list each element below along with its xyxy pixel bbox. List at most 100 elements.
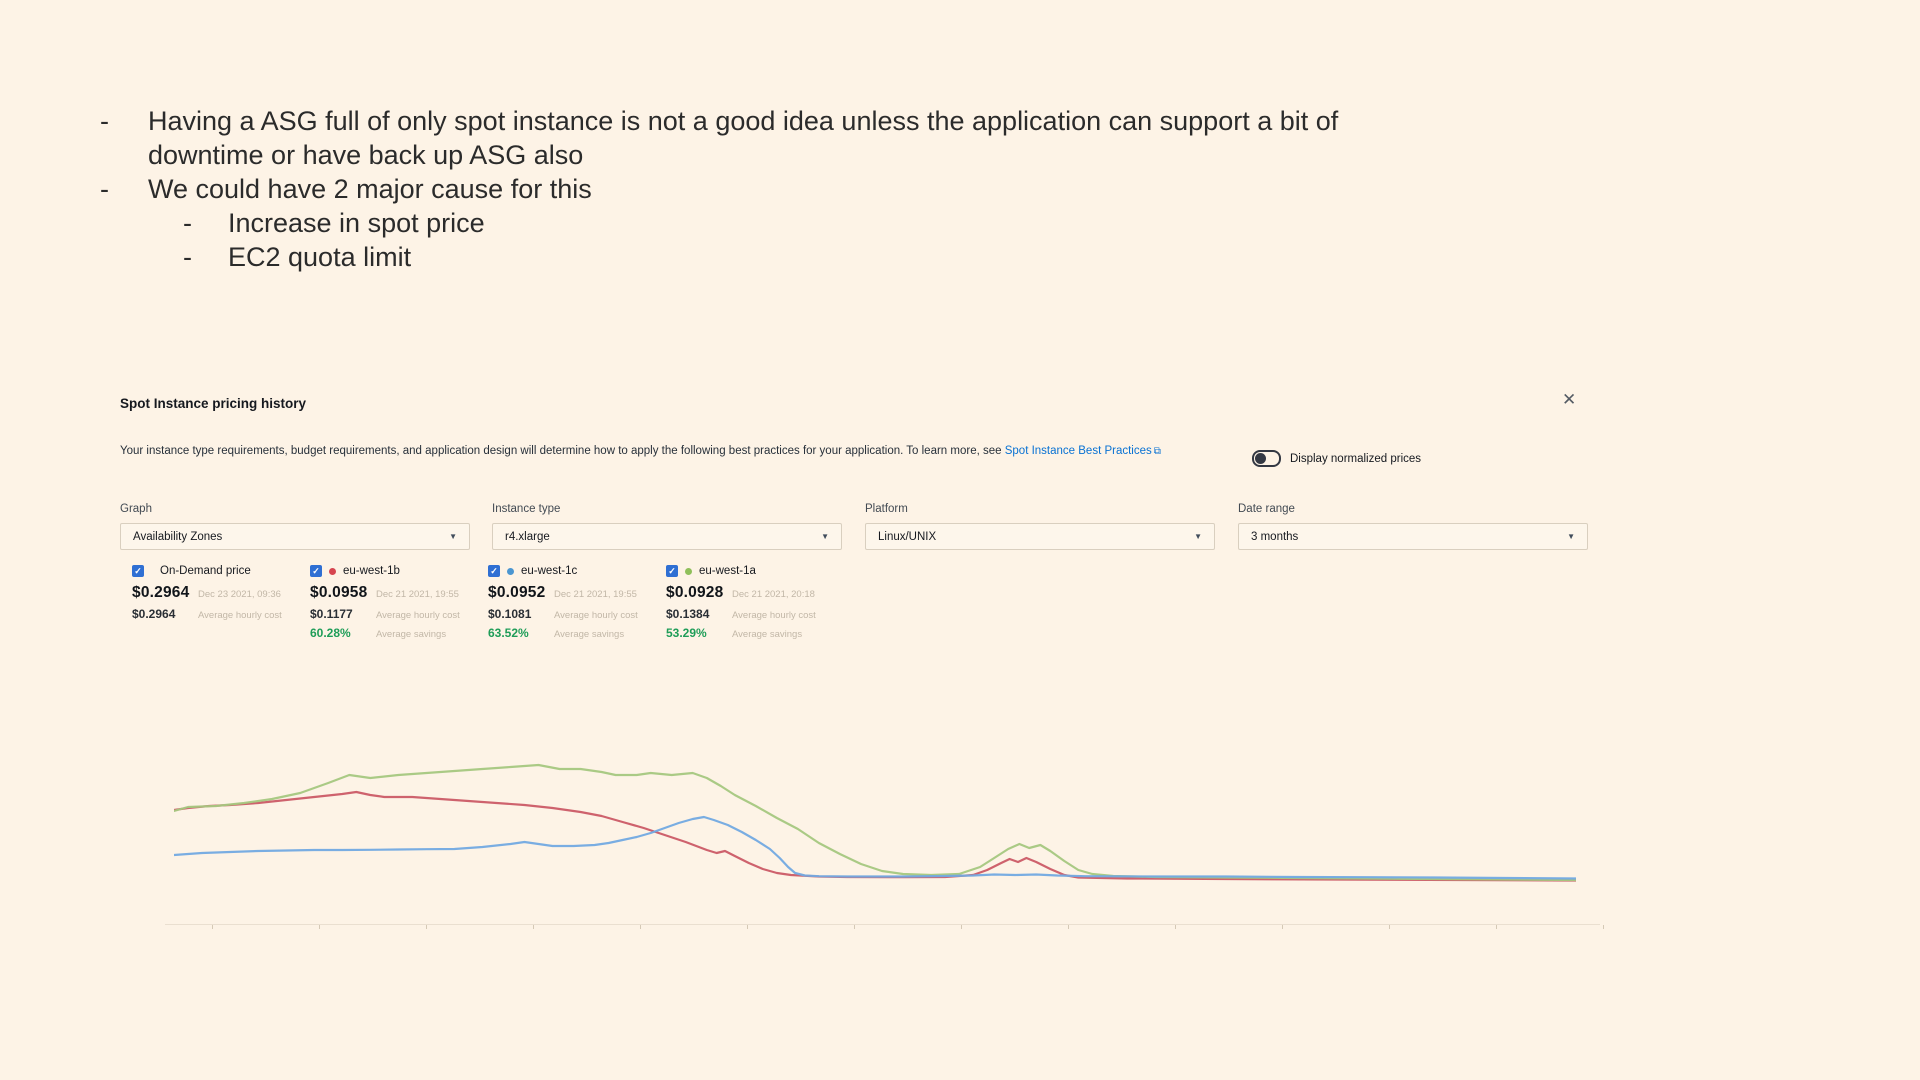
checkbox-eu-west-1b[interactable]: ✓ [310,565,322,577]
average-price-row: $0.1081 Average hourly cost [488,607,664,621]
checkbox-on-demand-price[interactable]: ✓ [132,565,144,577]
current-price: $0.0928 [666,584,724,601]
average-price-label: Average hourly cost [198,610,282,621]
bullet-item: - Increase in spot price [183,206,1560,240]
axis-tick [747,925,748,929]
date-range-select[interactable]: 3 months ▼ [1238,523,1588,550]
bullet-line: EC2 quota limit [228,242,412,272]
normalized-prices-toggle[interactable] [1252,450,1281,467]
axis-tick [961,925,962,929]
chevron-down-icon: ▼ [821,532,829,541]
panel-title: Spot Instance pricing history [120,396,307,411]
toggle-label: Display normalized prices [1290,452,1422,465]
normalized-prices-control: Display normalized prices [1252,450,1421,467]
axis-tick [1389,925,1390,929]
savings-percent: 53.29% [666,626,707,640]
savings-row: 60.28% Average savings [310,626,486,640]
average-price-label: Average hourly cost [732,610,816,621]
legend-on-demand-price: ✓ On-Demand price $0.2964 Dec 23 2021, 09:3… [132,563,308,621]
filter-label: Instance type [492,503,561,515]
price-date: Dec 21 2021, 20:18 [732,589,815,600]
axis-tick [640,925,641,929]
legend-header: ✓ On-Demand price [132,563,308,579]
filter-date-range: Date range 3 months ▼ [1238,503,1588,550]
bullet-line: We could have 2 major cause for this [148,174,592,204]
series-dot [685,567,692,575]
axis-tick [212,925,213,929]
average-price-label: Average hourly cost [376,610,460,621]
bullet-dash: - [100,106,109,136]
current-price: $0.2964 [132,584,190,601]
savings-label: Average savings [732,629,803,640]
average-price: $0.2964 [132,607,176,621]
spot-price-chart [174,763,1576,882]
savings-label: Average savings [554,629,625,640]
legend-eu-west-1c: ✓ eu-west-1c $0.0952 Dec 21 2021, 19:55 $0.1… [488,563,664,640]
filter-graph: Graph Availability Zones ▼ [120,503,470,550]
price-date: Dec 23 2021, 09:36 [198,589,281,600]
checkbox-eu-west-1c[interactable]: ✓ [488,565,500,577]
selected-value: Linux/UNIX [878,530,937,543]
axis-tick [1603,925,1604,929]
instance-type-select[interactable]: r4.xlarge ▼ [492,523,842,550]
legend-name: On-Demand price [160,565,251,577]
chart-x-axis [165,924,1604,930]
current-price: $0.0958 [310,584,368,601]
graph-select[interactable]: Availability Zones ▼ [120,523,470,550]
bullet-line: Increase in spot price [228,208,485,238]
legend-header: ✓ eu-west-1c [488,563,664,579]
bullet-item: - We could have 2 major cause for this [100,172,1560,206]
average-price-row: $0.1384 Average hourly cost [666,607,842,621]
price-line-eu-west-1b [174,790,1576,882]
platform-select[interactable]: Linux/UNIX ▼ [865,523,1215,550]
axis-tick [1496,925,1497,929]
description-text: Your instance type requirements, budget … [120,445,1005,457]
panel-description: Your instance type requirements, budget … [120,443,1225,460]
average-price-row: $0.2964 Average hourly cost [132,607,308,621]
chevron-down-icon: ▼ [1567,532,1575,541]
bullet-text: EC2 quota limit [228,240,411,274]
average-price: $0.1081 [488,607,532,621]
axis-line [165,924,1600,925]
bullet-item: - EC2 quota limit [183,240,1560,274]
average-price-row: $0.1177 Average hourly cost [310,607,486,621]
legend-header: ✓ eu-west-1a [666,563,842,579]
selected-value: r4.xlarge [505,530,550,543]
average-price-label: Average hourly cost [554,610,638,621]
axis-tick [1068,925,1069,929]
legend-name: eu-west-1c [521,565,578,577]
axis-tick [1175,925,1176,929]
close-icon[interactable]: ✕ [1562,390,1577,409]
filter-label: Graph [120,503,152,515]
legend-eu-west-1a: ✓ eu-west-1a $0.0928 Dec 21 2021, 20:18 $0.1… [666,563,842,640]
selected-value: Availability Zones [133,530,223,543]
axis-tick [426,925,427,929]
legend-header: ✓ eu-west-1b [310,563,486,579]
average-price: $0.1384 [666,607,710,621]
chevron-down-icon: ▼ [449,532,457,541]
legend-eu-west-1b: ✓ eu-west-1b $0.0958 Dec 21 2021, 19:55 $0.1… [310,563,486,640]
bullet-line: downtime or have back up ASG also [148,140,584,170]
checkbox-eu-west-1a[interactable]: ✓ [666,565,678,577]
bullet-item: - Having a ASG full of only spot instance… [100,104,1560,172]
filter-label: Platform [865,503,908,515]
series-dot [329,567,336,575]
current-price: $0.0952 [488,584,546,601]
spot-best-practices-link[interactable]: Spot Instance Best Practices [1004,445,1152,457]
average-price: $0.1177 [310,607,353,621]
current-price-row: $0.0952 Dec 21 2021, 19:55 [488,584,664,602]
bullet-line: Having a ASG full of only spot instance … [148,106,1339,136]
bullet-text: Having a ASG full of only spot instance … [148,104,1338,172]
savings-row: 63.52% Average savings [488,626,664,640]
axis-tick [854,925,855,929]
current-price-row: $0.0958 Dec 21 2021, 19:55 [310,584,486,602]
series-dot [151,568,153,575]
selected-value: 3 months [1251,530,1299,543]
axis-tick [533,925,534,929]
chevron-down-icon: ▼ [1194,532,1202,541]
bullet-dash: - [183,208,192,238]
savings-percent: 60.28% [310,626,351,640]
filter-instance-type: Instance type r4.xlarge ▼ [492,503,842,550]
bullet-dash: - [183,242,192,272]
external-link-icon: ⧉ [1153,446,1161,457]
